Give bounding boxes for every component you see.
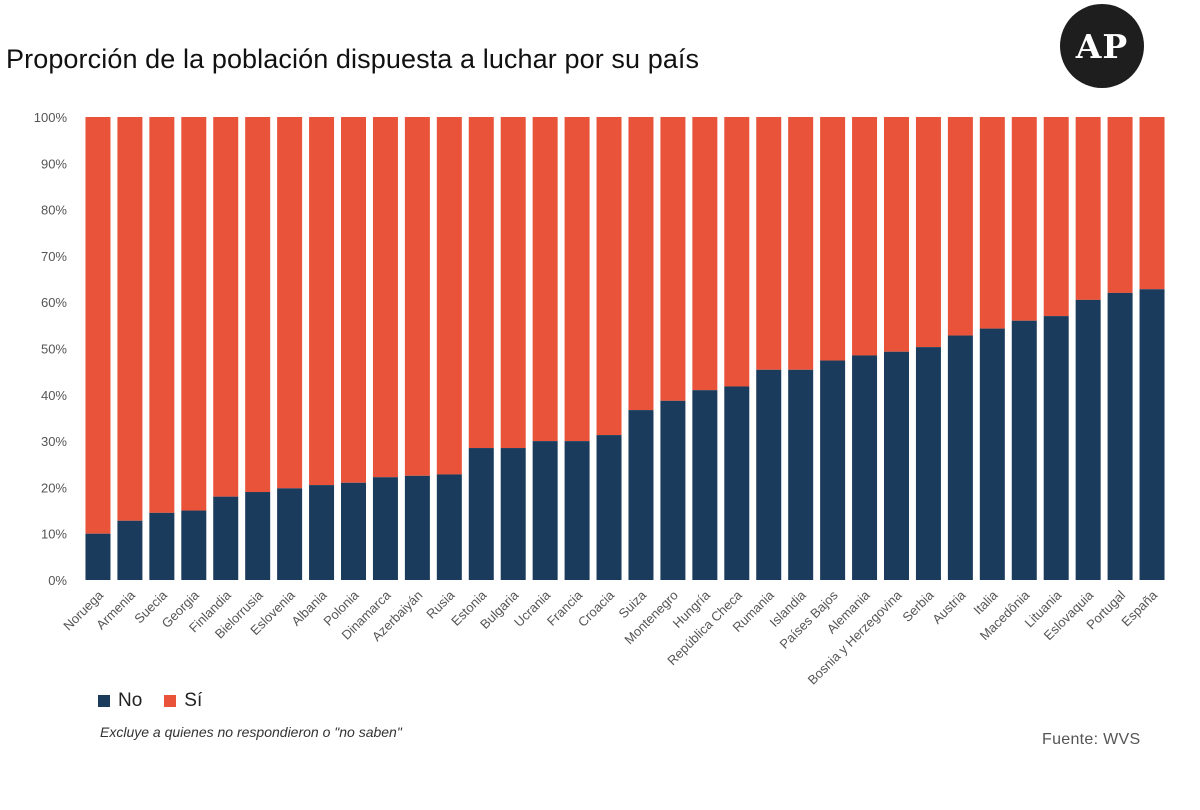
bar-no (820, 360, 846, 580)
y-tick-label: 40% (41, 388, 67, 403)
source-label: Fuente: WVS (1042, 731, 1141, 748)
bar-si (596, 117, 622, 436)
bar-no (1107, 292, 1133, 580)
x-category-label: Austria (929, 587, 969, 627)
bar-no (85, 533, 111, 580)
legend-label-no: No (118, 690, 143, 711)
bar-si (277, 117, 303, 489)
exclusion-note: Excluye a quienes no respondieron o "no … (100, 724, 402, 740)
bar-no (1043, 316, 1069, 580)
bar-no (341, 482, 366, 580)
bar-no (692, 390, 718, 580)
bar-no (1075, 299, 1101, 580)
legend-item-si: Sí (164, 690, 202, 712)
bar-no (277, 488, 303, 580)
bar-si (1107, 117, 1133, 293)
bar-si (532, 117, 558, 442)
bar-no (788, 369, 814, 580)
bar-si (660, 117, 686, 401)
bar-no (596, 435, 622, 580)
bar-no (1139, 289, 1165, 580)
x-category-label: Ucrania (511, 587, 554, 630)
bar-si (1043, 117, 1069, 317)
bar-si (820, 117, 846, 361)
bar-no (372, 477, 398, 580)
bar-no (756, 369, 782, 580)
legend-swatch-si (164, 695, 177, 707)
bar-si (468, 117, 494, 449)
bar-si (309, 117, 335, 486)
bar-si (500, 117, 526, 449)
bar-no (149, 512, 175, 580)
bar-no (660, 400, 686, 580)
bar-no (915, 347, 941, 580)
bar-no (404, 475, 430, 580)
y-tick-label: 100% (34, 110, 68, 125)
bar-si (1011, 117, 1037, 321)
bar-no (468, 448, 494, 580)
bar-si (436, 117, 462, 475)
bar-no (628, 410, 654, 580)
bar-si (181, 117, 207, 511)
bar-no (564, 441, 590, 580)
bar-si (852, 117, 878, 356)
bar-si (979, 117, 1005, 329)
bar-no (947, 335, 973, 580)
bar-no (979, 328, 1005, 580)
bar-si (1139, 117, 1165, 290)
x-category-label: Croacia (575, 587, 618, 630)
bar-no (213, 496, 239, 580)
y-tick-label: 90% (41, 156, 67, 171)
bar-no (309, 485, 335, 580)
chart-title: Proporción de la población dispuesta a l… (6, 44, 700, 74)
bar-si (245, 117, 271, 493)
chart-legend: No Sí (98, 690, 224, 712)
bar-si (149, 117, 175, 513)
bar-no (884, 351, 909, 580)
bar-si (341, 117, 366, 483)
bar-si (213, 117, 239, 497)
legend-item-no: No (98, 690, 142, 712)
bar-si (85, 117, 111, 534)
bar-si (724, 117, 750, 387)
bar-si (788, 117, 814, 370)
bar-si (564, 117, 590, 442)
y-tick-label: 10% (41, 527, 67, 542)
bar-si (692, 117, 718, 391)
y-tick-label: 30% (41, 434, 67, 449)
bar-si (628, 117, 654, 411)
y-tick-label: 20% (41, 480, 67, 495)
legend-label-si: Sí (184, 690, 203, 711)
y-tick-label: 60% (41, 295, 67, 310)
y-tick-label: 0% (48, 573, 67, 588)
bar-no (181, 510, 207, 580)
bar-no (532, 441, 558, 580)
ap-logo: AP (1060, 4, 1144, 88)
bar-no (724, 386, 750, 580)
bar-si (372, 117, 398, 478)
y-tick-label: 70% (41, 249, 67, 264)
bar-si (915, 117, 941, 348)
y-tick-label: 80% (41, 203, 67, 218)
bar-no (117, 520, 143, 580)
bar-no (436, 474, 462, 580)
bar-no (500, 448, 526, 580)
bar-no (1011, 320, 1037, 580)
bar-si (117, 117, 143, 521)
bar-si (947, 117, 973, 336)
y-tick-label: 50% (41, 342, 67, 357)
bar-si (1075, 117, 1101, 300)
bar-no (852, 355, 878, 580)
bar-si (884, 117, 909, 352)
legend-swatch-no (98, 695, 110, 707)
bar-si (404, 117, 430, 476)
x-category-label: España (1118, 587, 1160, 629)
bar-si (756, 117, 782, 370)
bar-no (245, 492, 271, 580)
